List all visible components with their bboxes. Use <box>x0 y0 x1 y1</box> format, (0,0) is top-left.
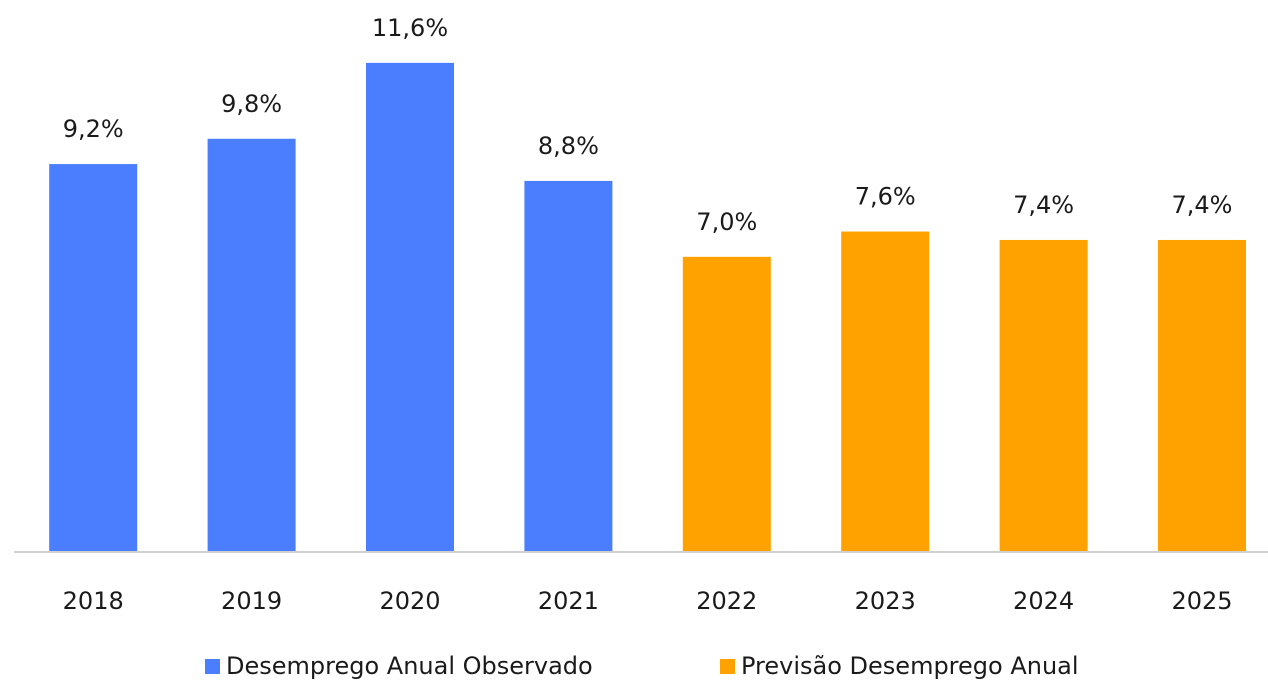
x-tick-label: 2019 <box>221 587 282 615</box>
legend-label: Desemprego Anual Observado <box>226 652 593 680</box>
legend-swatch <box>205 659 220 674</box>
x-tick-label: 2018 <box>63 587 124 615</box>
bar <box>682 256 771 552</box>
legend-swatch <box>720 659 735 674</box>
data-label: 7,4% <box>1172 191 1233 219</box>
legend-label: Previsão Desemprego Anual <box>741 652 1079 680</box>
data-label: 9,2% <box>63 115 124 143</box>
bar <box>49 164 138 553</box>
data-label: 8,8% <box>538 132 599 160</box>
data-label: 7,6% <box>855 183 916 211</box>
x-tick-label: 2022 <box>696 587 757 615</box>
x-tick-label: 2020 <box>379 587 440 615</box>
bar <box>1158 239 1246 552</box>
x-tick-label: 2024 <box>1013 587 1074 615</box>
data-label: 9,8% <box>221 90 282 118</box>
data-label: 7,0% <box>696 208 757 236</box>
bar <box>524 180 613 552</box>
data-label: 11,6% <box>372 14 448 42</box>
data-label: 7,4% <box>1013 191 1074 219</box>
x-tick-label: 2023 <box>855 587 916 615</box>
bar <box>207 138 296 552</box>
x-tick-label: 2021 <box>538 587 599 615</box>
bar <box>366 62 454 552</box>
x-tick-label: 2025 <box>1171 587 1232 615</box>
bar <box>841 231 930 553</box>
bar <box>999 239 1088 552</box>
